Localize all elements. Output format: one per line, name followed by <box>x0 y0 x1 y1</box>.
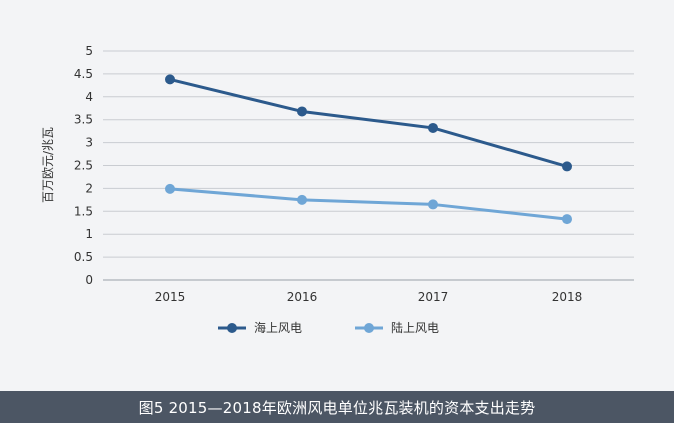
y-tick-label: 1.5 <box>74 204 93 218</box>
line-chart: 0 0.5 1 1.5 2 2.5 3 3.5 4 4.5 5 2015 2016 2017 2018 百… <box>41 44 634 335</box>
y-tick-label: 2 <box>85 181 93 195</box>
y-tick-label: 0 <box>85 273 93 287</box>
x-axis-ticks: 2015 2016 2017 2018 <box>155 290 583 304</box>
y-tick-label: 1 <box>85 227 93 241</box>
y-axis-label: 百万欧元/兆瓦 <box>41 127 55 203</box>
legend-item: 陆上风电 <box>355 320 439 335</box>
data-point <box>428 122 438 133</box>
y-tick-label: 4 <box>85 90 93 104</box>
gridlines <box>103 50 634 281</box>
x-tick-label: 2016 <box>287 290 318 304</box>
data-point <box>428 199 438 210</box>
y-tick-label: 5 <box>85 44 93 58</box>
data-point <box>562 161 572 172</box>
figure-caption: 图5 2015—2018年欧洲风电单位兆瓦装机的资本支出走势 <box>138 398 536 417</box>
x-tick-label: 2015 <box>155 290 186 304</box>
caption-bar: 图5 2015—2018年欧洲风电单位兆瓦装机的资本支出走势 <box>0 391 674 423</box>
y-tick-label: 0.5 <box>74 250 93 264</box>
series-line <box>169 187 568 221</box>
series-line <box>169 77 568 168</box>
data-point <box>562 214 572 225</box>
legend-label: 海上风电 <box>254 320 302 335</box>
series-lines <box>165 74 572 225</box>
y-tick-label: 4.5 <box>74 67 93 81</box>
y-axis-ticks: 0 0.5 1 1.5 2 2.5 3 3.5 4 4.5 5 <box>74 44 93 287</box>
data-point <box>297 194 307 205</box>
y-tick-label: 2.5 <box>74 159 93 173</box>
y-tick-label: 3 <box>85 136 93 150</box>
series-2 <box>165 183 572 225</box>
legend-marker <box>364 323 374 333</box>
legend: 海上风电 陆上风电 <box>218 320 439 335</box>
legend-item: 海上风电 <box>218 320 302 335</box>
data-point <box>165 183 175 194</box>
legend-marker <box>227 323 237 333</box>
x-tick-label: 2017 <box>418 290 449 304</box>
series-1 <box>165 74 572 172</box>
legend-label: 陆上风电 <box>391 320 439 335</box>
y-tick-label: 3.5 <box>74 113 93 127</box>
x-tick-label: 2018 <box>552 290 583 304</box>
data-point <box>297 106 307 117</box>
data-point <box>165 74 175 85</box>
